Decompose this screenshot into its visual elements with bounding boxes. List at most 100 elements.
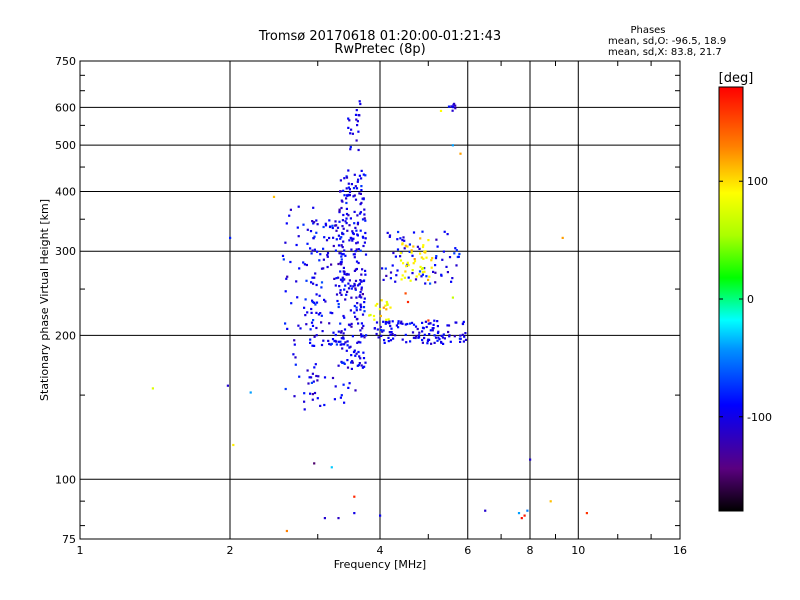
data-point: [439, 109, 443, 112]
data-point: [360, 364, 363, 367]
data-point: [441, 336, 444, 339]
data-point: [401, 338, 404, 341]
y-axis-label: Stationary phase Virtual Height [km]: [38, 199, 51, 401]
data-point: [284, 290, 287, 293]
data-point: [349, 236, 352, 239]
data-point: [340, 261, 343, 264]
data-point: [353, 173, 356, 176]
data-point: [363, 217, 366, 220]
data-point: [401, 274, 404, 277]
data-point: [360, 335, 363, 338]
data-point: [384, 322, 387, 325]
data-point: [419, 252, 422, 255]
data-point: [323, 236, 326, 239]
data-point: [315, 283, 318, 287]
data-point: [585, 512, 588, 515]
data-point: [397, 230, 400, 234]
colorbar-label: [deg]: [719, 71, 754, 86]
y-tick-label: 100: [55, 473, 76, 486]
data-point: [364, 231, 367, 235]
data-point: [359, 341, 362, 344]
data-point: [383, 339, 386, 342]
data-point: [331, 312, 334, 315]
data-point: [309, 392, 312, 395]
data-point: [349, 132, 352, 135]
data-point: [333, 277, 336, 280]
data-point: [391, 264, 394, 267]
data-point: [353, 284, 356, 287]
data-point: [343, 249, 346, 252]
data-point: [364, 174, 367, 177]
data-point: [335, 277, 338, 280]
data-point: [402, 236, 405, 239]
data-point: [394, 334, 397, 337]
data-point: [341, 280, 344, 283]
data-point: [380, 299, 383, 302]
data-point: [297, 235, 300, 238]
data-point: [382, 278, 385, 281]
data-point: [424, 282, 427, 285]
data-point: [384, 267, 387, 270]
data-point: [346, 344, 349, 347]
data-point: [363, 365, 366, 368]
data-point: [424, 320, 427, 323]
data-point: [344, 341, 347, 344]
data-point: [373, 327, 376, 330]
data-point: [386, 302, 389, 305]
data-point: [341, 361, 344, 364]
data-point: [360, 288, 363, 291]
data-point: [420, 256, 423, 259]
data-point: [339, 190, 342, 193]
data-point: [362, 197, 365, 200]
data-point: [368, 314, 371, 317]
data-point: [323, 298, 326, 301]
data-point: [392, 251, 395, 255]
data-point: [341, 246, 344, 249]
data-point: [351, 230, 354, 233]
data-point: [425, 275, 428, 278]
data-point: [315, 219, 318, 222]
data-point: [355, 318, 358, 321]
data-point: [416, 327, 419, 331]
data-point: [338, 210, 341, 213]
data-point: [311, 344, 314, 347]
data-point: [361, 327, 364, 330]
data-point: [348, 190, 352, 194]
data-point: [319, 404, 322, 407]
x-tick-label: 6: [464, 544, 471, 557]
data-point: [347, 117, 350, 120]
data-point: [401, 242, 404, 245]
data-point: [289, 208, 292, 211]
data-point: [421, 338, 424, 342]
data-point: [320, 314, 323, 317]
data-point: [354, 389, 357, 392]
data-point: [342, 383, 345, 386]
data-point: [343, 401, 346, 404]
data-point: [350, 248, 353, 251]
data-point: [346, 290, 349, 293]
data-point: [315, 326, 318, 330]
data-point: [330, 263, 333, 266]
data-point: [382, 329, 385, 332]
data-point: [359, 192, 362, 195]
data-point: [427, 322, 430, 325]
data-point: [377, 336, 380, 339]
data-point: [413, 258, 416, 261]
data-point: [336, 299, 339, 303]
data-point: [344, 220, 347, 223]
data-point: [299, 327, 302, 330]
data-point: [446, 271, 449, 274]
data-point: [345, 187, 348, 190]
colorbar-tick-label: -100: [747, 411, 772, 424]
data-point: [339, 340, 342, 343]
phases-o-stats: mean, sd,O: -96.5, 18.9: [608, 36, 726, 47]
data-point: [434, 271, 437, 274]
data-point: [397, 322, 400, 325]
data-point: [315, 374, 318, 378]
data-point: [355, 248, 358, 251]
data-point: [328, 219, 331, 222]
data-point: [418, 273, 421, 276]
data-point: [303, 392, 306, 395]
data-point: [390, 331, 393, 334]
